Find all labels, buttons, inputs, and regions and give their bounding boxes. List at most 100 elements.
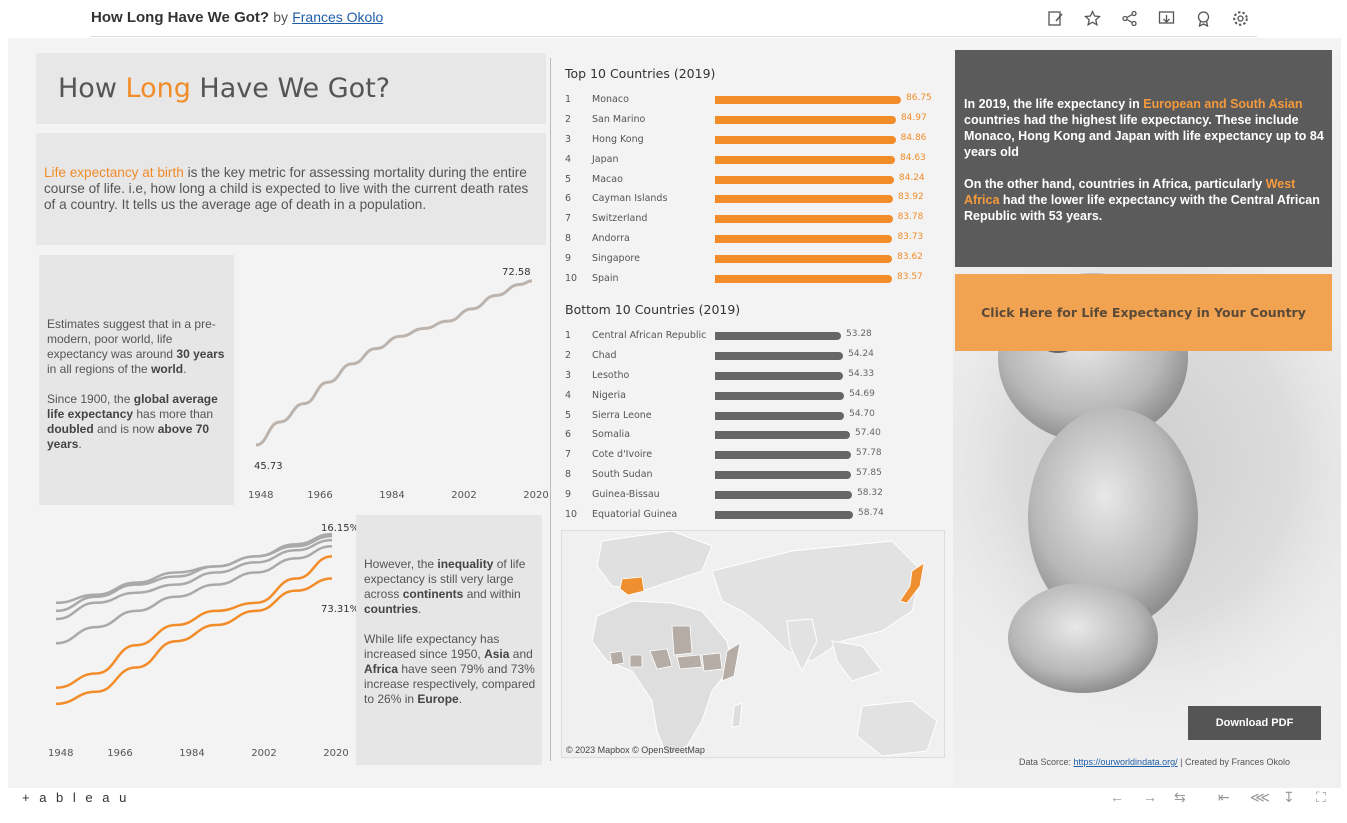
- map-west-africa: [609, 650, 625, 666]
- revert-icon[interactable]: ⇆: [1174, 789, 1186, 805]
- bar-row[interactable]: 1 Central African Republic 53.28: [561, 326, 946, 346]
- continent-line[interactable]: [55, 544, 333, 645]
- source-link[interactable]: https://ourworldindata.org/: [1073, 757, 1178, 767]
- footer-download-icon[interactable]: ↧: [1283, 789, 1295, 805]
- ineq-p2d: Africa: [364, 662, 399, 676]
- bar[interactable]: [715, 511, 853, 520]
- bar[interactable]: [715, 115, 896, 124]
- sum-p2a: On the other hand, countries in Africa, …: [964, 177, 1266, 191]
- bar-row[interactable]: 2 Chad 54.24: [561, 346, 946, 366]
- x-tick-label: 1966: [107, 748, 132, 759]
- bar-row[interactable]: 8 Andorra 83.73: [561, 229, 946, 249]
- bar-row[interactable]: 9 Singapore 83.62: [561, 249, 946, 269]
- bar-row[interactable]: 5 Macao 84.24: [561, 170, 946, 190]
- country-lookup-button[interactable]: Click Here for Life Expectancy in Your C…: [955, 274, 1332, 351]
- summary-box: In 2019, the life expectancy in European…: [955, 50, 1332, 267]
- edit-icon[interactable]: [1047, 10, 1064, 27]
- continent-line[interactable]: [55, 532, 333, 605]
- bar-row[interactable]: 10 Equatorial Guinea 58.74: [561, 505, 946, 525]
- bar-row[interactable]: 7 Switzerland 83.78: [561, 209, 946, 229]
- bar-country-name: Sierra Leone: [592, 409, 652, 421]
- bottom10-title: Bottom 10 Countries (2019): [565, 302, 741, 317]
- global-life-expectancy-chart[interactable]: 45.73 72.58 1948 1966 1984 2002 2020: [236, 255, 551, 510]
- continent-line[interactable]: [55, 538, 333, 621]
- bar-row[interactable]: 3 Lesotho 54.33: [561, 366, 946, 386]
- bar-value-label: 54.24: [848, 348, 874, 359]
- bar[interactable]: [715, 332, 841, 340]
- bar-value-label: 57.40: [855, 428, 881, 439]
- start-value-label: 45.73: [254, 461, 283, 472]
- undo-icon[interactable]: ←: [1110, 789, 1124, 805]
- reset-icon[interactable]: ⇤: [1218, 789, 1230, 805]
- redo-icon[interactable]: →: [1143, 789, 1157, 805]
- bar-row[interactable]: 3 Hong Kong 84.86: [561, 130, 946, 150]
- bar[interactable]: [715, 371, 844, 380]
- continent-line[interactable]: [55, 534, 333, 613]
- bar-value-label: 58.74: [858, 508, 884, 519]
- bar-row[interactable]: 7 Cote d'Ivoire 57.78: [561, 445, 946, 465]
- sum-p1b: European and South Asian: [1143, 97, 1303, 111]
- bar-value-label: 54.69: [849, 388, 875, 399]
- author-link[interactable]: Frances Okolo: [292, 9, 384, 25]
- source-sep: |: [1177, 757, 1185, 767]
- bar-rank: 9: [565, 489, 572, 501]
- bar[interactable]: [715, 235, 893, 244]
- bar[interactable]: [715, 471, 852, 480]
- bar[interactable]: [715, 451, 851, 460]
- world-map[interactable]: © 2023 Mapbox © OpenStreetMap: [561, 530, 945, 758]
- bar[interactable]: [715, 411, 845, 420]
- bar-country-name: Cote d'Ivoire: [592, 449, 653, 461]
- gear-icon[interactable]: [1232, 10, 1249, 27]
- bar-row[interactable]: 1 Monaco 86.75: [561, 90, 946, 110]
- bar-country-name: Monaco: [592, 94, 629, 105]
- bar[interactable]: [715, 391, 845, 400]
- bar-rank: 8: [565, 233, 572, 245]
- download-icon[interactable]: [1158, 10, 1175, 27]
- continent-line[interactable]: [55, 555, 333, 689]
- viz-title-text: How Long Have We Got?: [91, 9, 270, 26]
- est-p1a: Estimates suggest that in a pre-modern, …: [47, 317, 216, 361]
- download-pdf-button[interactable]: Download PDF: [1188, 706, 1321, 740]
- bar[interactable]: [715, 491, 853, 500]
- fullscreen-icon[interactable]: ⛶: [1316, 789, 1326, 805]
- star-icon[interactable]: [1083, 9, 1102, 27]
- bar-country-name: Nigeria: [592, 389, 626, 401]
- bar-value-label: 84.86: [900, 132, 927, 143]
- bar[interactable]: [715, 96, 901, 104]
- bar-row[interactable]: 9 Guinea-Bissau 58.32: [561, 485, 946, 505]
- bar-value-label: 83.92: [897, 192, 924, 203]
- ineq-p1d: continents: [402, 587, 464, 601]
- bar[interactable]: [715, 275, 892, 284]
- bar[interactable]: [715, 215, 893, 224]
- bar-row[interactable]: 6 Cayman Islands 83.92: [561, 189, 946, 209]
- ineq-p2b: Asia: [484, 647, 510, 661]
- bar-row[interactable]: 5 Sierra Leone 54.70: [561, 406, 946, 426]
- bar-row[interactable]: 2 San Marino 84.97: [561, 110, 946, 130]
- bar[interactable]: [715, 175, 894, 184]
- bar[interactable]: [715, 351, 844, 360]
- bar-row[interactable]: 4 Japan 84.63: [561, 150, 946, 170]
- bar-row[interactable]: 4 Nigeria 54.69: [561, 386, 946, 406]
- intro-accent: Life expectancy at birth: [44, 165, 184, 180]
- x-tick-label: 2020: [523, 490, 548, 501]
- bar[interactable]: [715, 195, 893, 204]
- continent-line[interactable]: [55, 577, 333, 706]
- bar[interactable]: [715, 255, 893, 264]
- bar[interactable]: [715, 155, 895, 164]
- share-icon[interactable]: [1121, 10, 1138, 27]
- bar[interactable]: [715, 431, 851, 440]
- bar-row[interactable]: 6 Somalia 57.40: [561, 425, 946, 445]
- footer-share-icon[interactable]: ⋘: [1250, 789, 1270, 805]
- global-line[interactable]: [255, 279, 533, 447]
- bar-value-label: 83.78: [897, 212, 924, 223]
- bar-value-label: 57.78: [855, 448, 882, 459]
- bar-row[interactable]: 10 Spain 83.57: [561, 269, 946, 289]
- est-p2g: .: [78, 437, 82, 451]
- continent-life-expectancy-chart[interactable]: 16.15% 73.31% 1948 1966 1984 2002 2020: [36, 516, 356, 764]
- map-nigeria: [649, 648, 673, 670]
- badge-icon[interactable]: [1195, 10, 1212, 28]
- tableau-logo[interactable]: + a b l e a u: [22, 790, 130, 805]
- ineq-p2a: While life expectancy has increased sinc…: [364, 632, 500, 661]
- bar[interactable]: [715, 135, 896, 144]
- bar-row[interactable]: 8 South Sudan 57.85: [561, 465, 946, 485]
